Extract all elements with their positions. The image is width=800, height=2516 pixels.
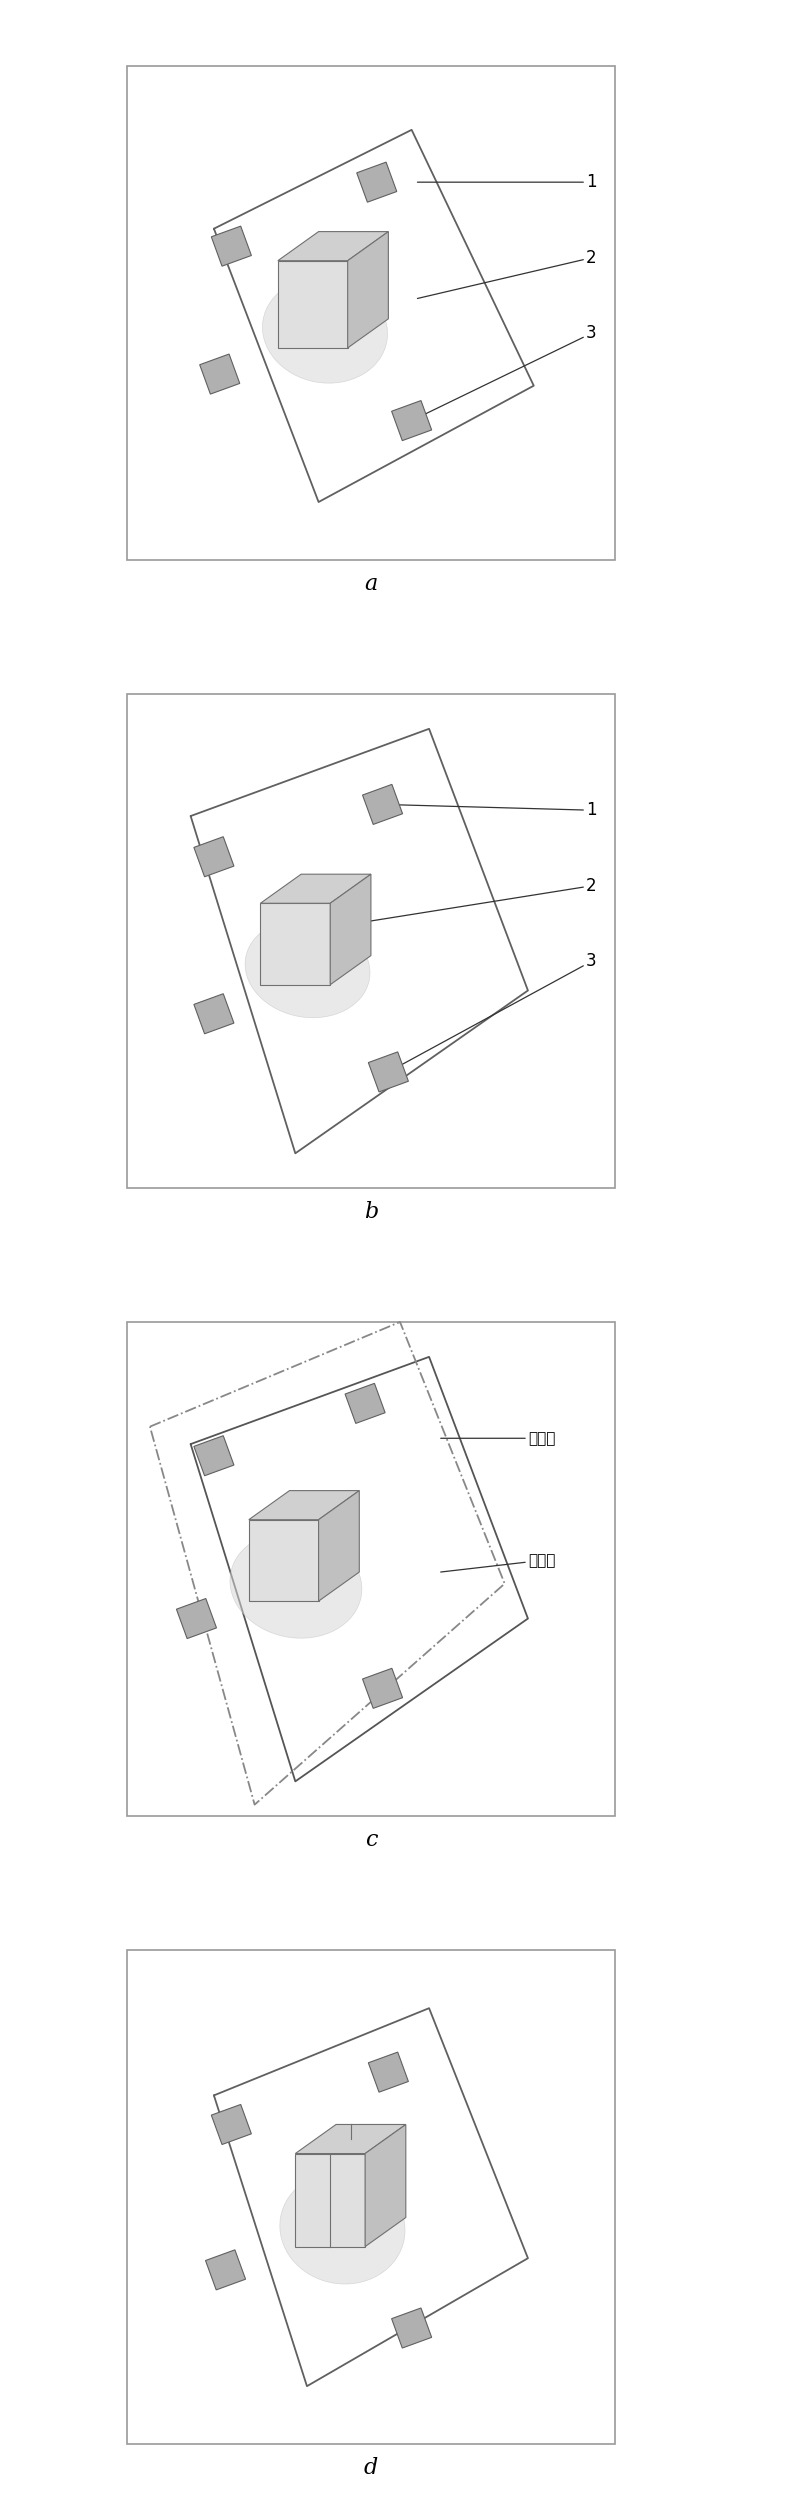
Polygon shape <box>357 161 397 201</box>
Text: d: d <box>364 2458 378 2478</box>
Polygon shape <box>261 903 330 984</box>
Polygon shape <box>278 231 388 262</box>
Text: b: b <box>364 1200 378 1223</box>
Polygon shape <box>278 262 348 347</box>
Polygon shape <box>318 1489 359 1600</box>
Ellipse shape <box>230 1532 362 1638</box>
Polygon shape <box>177 1598 217 1638</box>
Polygon shape <box>362 785 402 825</box>
Text: 3: 3 <box>412 325 597 420</box>
Text: 1: 1 <box>382 800 597 820</box>
FancyBboxPatch shape <box>126 1950 615 2446</box>
Polygon shape <box>365 2124 406 2247</box>
Text: 3: 3 <box>388 954 597 1072</box>
Polygon shape <box>295 2154 365 2247</box>
Polygon shape <box>392 400 432 440</box>
Polygon shape <box>206 2249 246 2290</box>
Polygon shape <box>295 2124 406 2154</box>
Polygon shape <box>200 355 240 395</box>
Text: a: a <box>364 574 378 596</box>
Text: c: c <box>365 1829 377 1852</box>
Text: 2: 2 <box>336 876 597 926</box>
Text: 变换前: 变换前 <box>441 1552 555 1572</box>
Polygon shape <box>211 226 251 267</box>
Polygon shape <box>392 2307 432 2347</box>
FancyBboxPatch shape <box>126 65 615 561</box>
Polygon shape <box>249 1489 359 1520</box>
Ellipse shape <box>245 918 370 1019</box>
Text: 变换后: 变换后 <box>441 1432 555 1447</box>
FancyBboxPatch shape <box>126 694 615 1188</box>
Polygon shape <box>194 994 234 1034</box>
Polygon shape <box>368 1052 408 1092</box>
Polygon shape <box>362 1668 402 1708</box>
Polygon shape <box>348 231 388 347</box>
Polygon shape <box>368 2053 408 2093</box>
Ellipse shape <box>262 277 387 382</box>
Polygon shape <box>330 873 371 984</box>
Polygon shape <box>249 1520 318 1600</box>
Polygon shape <box>194 1437 234 1477</box>
Ellipse shape <box>280 2171 405 2285</box>
Text: 2: 2 <box>418 249 597 299</box>
Text: 1: 1 <box>418 174 597 191</box>
Polygon shape <box>345 1384 385 1424</box>
Polygon shape <box>211 2103 251 2144</box>
Polygon shape <box>261 873 371 903</box>
Polygon shape <box>194 838 234 876</box>
FancyBboxPatch shape <box>126 1321 615 1817</box>
